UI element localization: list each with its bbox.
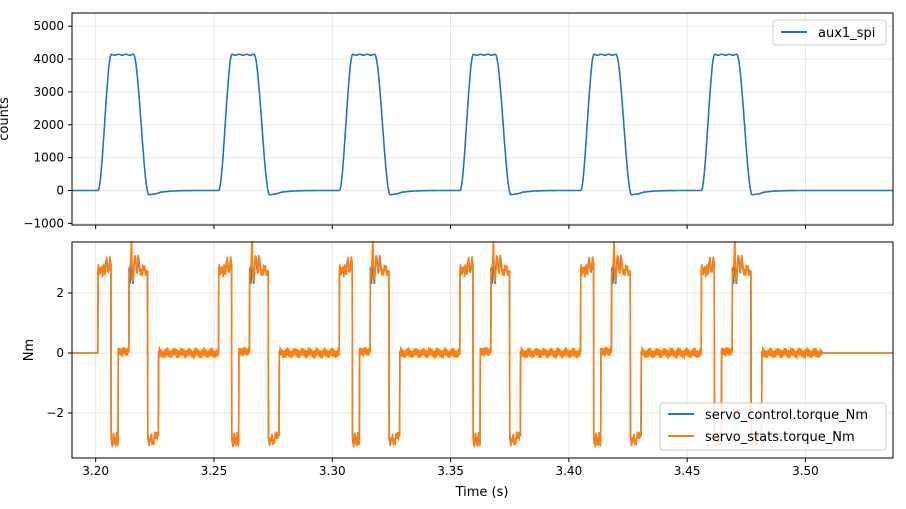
top-y-tick-label: −1000	[23, 216, 64, 230]
top-y-tick-label: 0	[56, 183, 64, 197]
series-line-aux1-spi	[72, 53, 893, 196]
bottom-y-tick-label: 2	[56, 286, 64, 300]
top-axes-frame	[71, 12, 894, 226]
bottom-y-tick-label: −2	[46, 406, 64, 420]
x-tick-label: 3.25	[201, 464, 228, 478]
top-axes: −1000 0 1000 2000 3000 4000 5000 counts aux1_s…	[0, 12, 894, 230]
bottom-y-tick-label: 0	[56, 346, 64, 360]
bottom-ticks: 3.20 3.25 3.30 3.35 3.40 3.45 3.50 −2 0 2	[46, 286, 819, 478]
top-ticks: −1000 0 1000 2000 3000 4000 5000	[23, 19, 806, 230]
top-legend: aux1_spi	[772, 19, 887, 46]
x-tick-label: 3.50	[792, 464, 819, 478]
bottom-y-axis-label: Nm	[22, 339, 37, 361]
legend-label-aux1-spi: aux1_spi	[818, 26, 875, 41]
bottom-axes-frame	[71, 241, 894, 459]
x-axis-label: Time (s)	[455, 485, 509, 500]
top-y-axis-label: counts	[0, 97, 12, 141]
legend-label-servo-stats: servo_stats.torque_Nm	[705, 430, 855, 445]
bottom-legend: servo_control.torque_Nm servo_stats.torq…	[659, 402, 887, 451]
top-y-tick-label: 4000	[33, 52, 64, 66]
top-y-tick-label: 5000	[33, 19, 64, 33]
legend-label-servo-control: servo_control.torque_Nm	[705, 408, 868, 423]
top-y-tick-label: 1000	[33, 151, 64, 165]
x-tick-label: 3.45	[674, 464, 701, 478]
x-tick-label: 3.35	[437, 464, 464, 478]
x-tick-label: 3.30	[319, 464, 346, 478]
top-y-tick-label: 3000	[33, 85, 64, 99]
x-tick-label: 3.40	[555, 464, 582, 478]
top-y-tick-label: 2000	[33, 118, 64, 132]
bottom-axes: 3.20 3.25 3.30 3.35 3.40 3.45 3.50 −2 0 2 Nm Time…	[22, 241, 894, 500]
top-series	[72, 53, 893, 196]
x-tick-label: 3.20	[82, 464, 109, 478]
